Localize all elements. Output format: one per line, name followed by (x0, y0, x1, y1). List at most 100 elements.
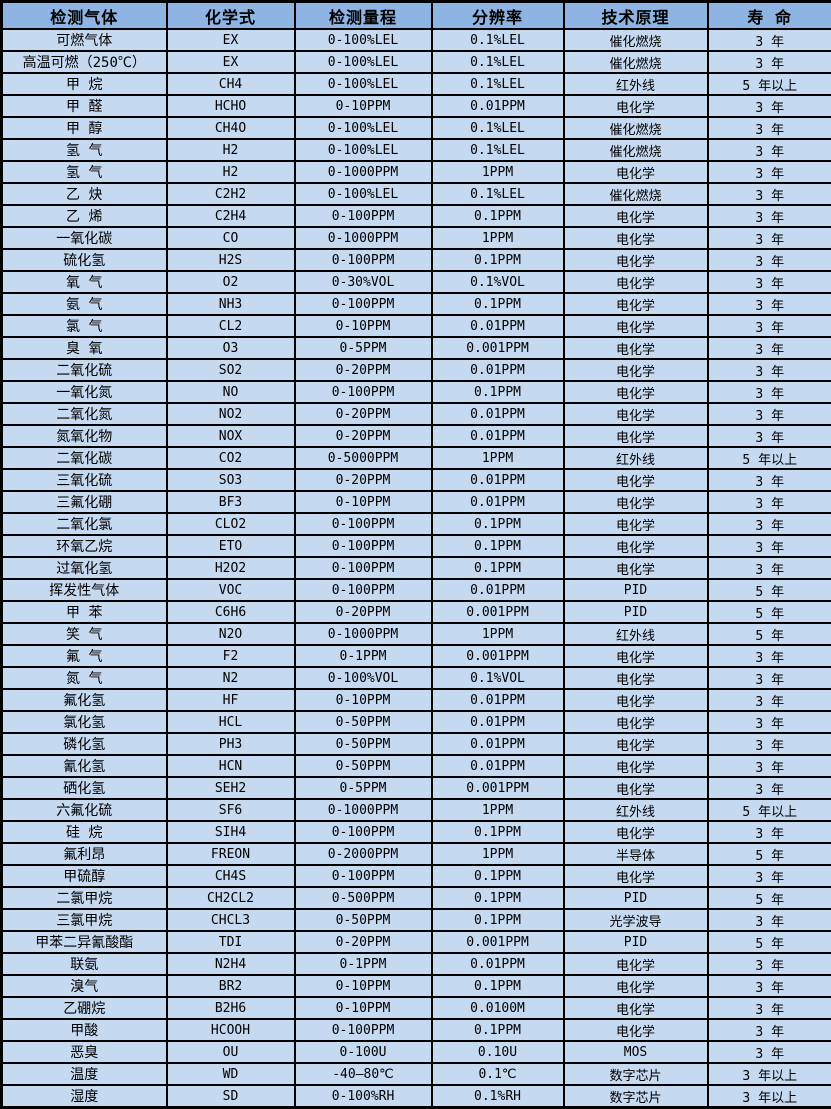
table-cell: 0.1PPM (432, 535, 564, 557)
table-cell: 二氧化氮 (2, 403, 167, 425)
table-cell: 电化学 (564, 315, 708, 337)
table-cell: O2 (167, 271, 295, 293)
table-cell: 0-100PPM (295, 381, 432, 403)
table-cell: 氟 气 (2, 645, 167, 667)
table-cell: 数字芯片 (564, 1063, 708, 1085)
table-cell: 电化学 (564, 777, 708, 799)
table-cell: 电化学 (564, 271, 708, 293)
table-cell: 0.01PPM (432, 469, 564, 491)
table-cell: 0-100PPM (295, 205, 432, 227)
table-cell: 3 年 (708, 139, 831, 161)
table-cell: 0-1000PPM (295, 623, 432, 645)
table-cell: 氧 气 (2, 271, 167, 293)
table-cell: 0.01PPM (432, 733, 564, 755)
table-cell: 3 年 (708, 689, 831, 711)
table-cell: 0.1PPM (432, 1019, 564, 1041)
table-cell: ETO (167, 535, 295, 557)
table-cell: 硅 烷 (2, 821, 167, 843)
table-cell: 甲 烷 (2, 73, 167, 95)
table-cell: 三氯甲烷 (2, 909, 167, 931)
table-cell: 0-5PPM (295, 337, 432, 359)
table-cell: 3 年 (708, 777, 831, 799)
table-cell: PID (564, 887, 708, 909)
table-cell: 一氧化碳 (2, 227, 167, 249)
table-cell: 电化学 (564, 425, 708, 447)
table-cell: 甲 醇 (2, 117, 167, 139)
table-cell: SEH2 (167, 777, 295, 799)
table-cell: 0-10PPM (295, 975, 432, 997)
table-cell: 0.1%LEL (432, 73, 564, 95)
table-cell: 1PPM (432, 799, 564, 821)
table-cell: 5 年以上 (708, 447, 831, 469)
table-cell: 0.001PPM (432, 931, 564, 953)
table-cell: 氮氧化物 (2, 425, 167, 447)
table-cell: 0.1PPM (432, 887, 564, 909)
table-cell: CL2 (167, 315, 295, 337)
table-cell: 0-100%LEL (295, 51, 432, 73)
table-cell: 0-20PPM (295, 931, 432, 953)
table-cell: 0-2000PPM (295, 843, 432, 865)
table-cell: CH4O (167, 117, 295, 139)
table-cell: 5 年以上 (708, 799, 831, 821)
table-cell: 0.1PPM (432, 821, 564, 843)
table-cell: 0-50PPM (295, 755, 432, 777)
table-cell: 二氧化氯 (2, 513, 167, 535)
table-cell: N2O (167, 623, 295, 645)
table-cell: 3 年以上 (708, 1085, 831, 1108)
table-cell: 0-100PPM (295, 557, 432, 579)
table-cell: 催化燃烧 (564, 51, 708, 73)
table-cell: 电化学 (564, 535, 708, 557)
table-cell: 甲酸 (2, 1019, 167, 1041)
table-cell: 0.1PPM (432, 293, 564, 315)
table-cell: 1PPM (432, 227, 564, 249)
table-cell: 3 年 (708, 865, 831, 887)
table-cell: 0-100PPM (295, 865, 432, 887)
table-cell: 数字芯片 (564, 1085, 708, 1108)
table-cell: 3 年 (708, 469, 831, 491)
table-cell: 电化学 (564, 975, 708, 997)
table-cell: 电化学 (564, 667, 708, 689)
table-cell: F2 (167, 645, 295, 667)
table-cell: 氰化氢 (2, 755, 167, 777)
table-cell: 乙 烯 (2, 205, 167, 227)
table-cell: 3 年 (708, 381, 831, 403)
table-cell: CH4S (167, 865, 295, 887)
table-cell: 0.01PPM (432, 755, 564, 777)
table-cell: 氟化氢 (2, 689, 167, 711)
table-cell: 0-100%LEL (295, 117, 432, 139)
table-cell: 3 年 (708, 1019, 831, 1041)
table-cell: 氟利昂 (2, 843, 167, 865)
table-cell: 3 年 (708, 557, 831, 579)
table-cell: 电化学 (564, 161, 708, 183)
table-cell: 0-100%LEL (295, 73, 432, 95)
table-cell: CH2CL2 (167, 887, 295, 909)
table-cell: 3 年 (708, 337, 831, 359)
header-cell: 寿 命 (708, 2, 831, 30)
table-cell: 电化学 (564, 557, 708, 579)
table-cell: 电化学 (564, 689, 708, 711)
table-cell: 0.1PPM (432, 909, 564, 931)
table-cell: 电化学 (564, 645, 708, 667)
table-cell: -40—80℃ (295, 1063, 432, 1085)
table-cell: H2O2 (167, 557, 295, 579)
table-cell: 0-1PPM (295, 645, 432, 667)
table-cell: 3 年 (708, 161, 831, 183)
table-cell: 0-50PPM (295, 733, 432, 755)
table-cell: 3 年 (708, 95, 831, 117)
table-cell: 0.1%LEL (432, 183, 564, 205)
table-cell: NO (167, 381, 295, 403)
table-cell: 电化学 (564, 249, 708, 271)
